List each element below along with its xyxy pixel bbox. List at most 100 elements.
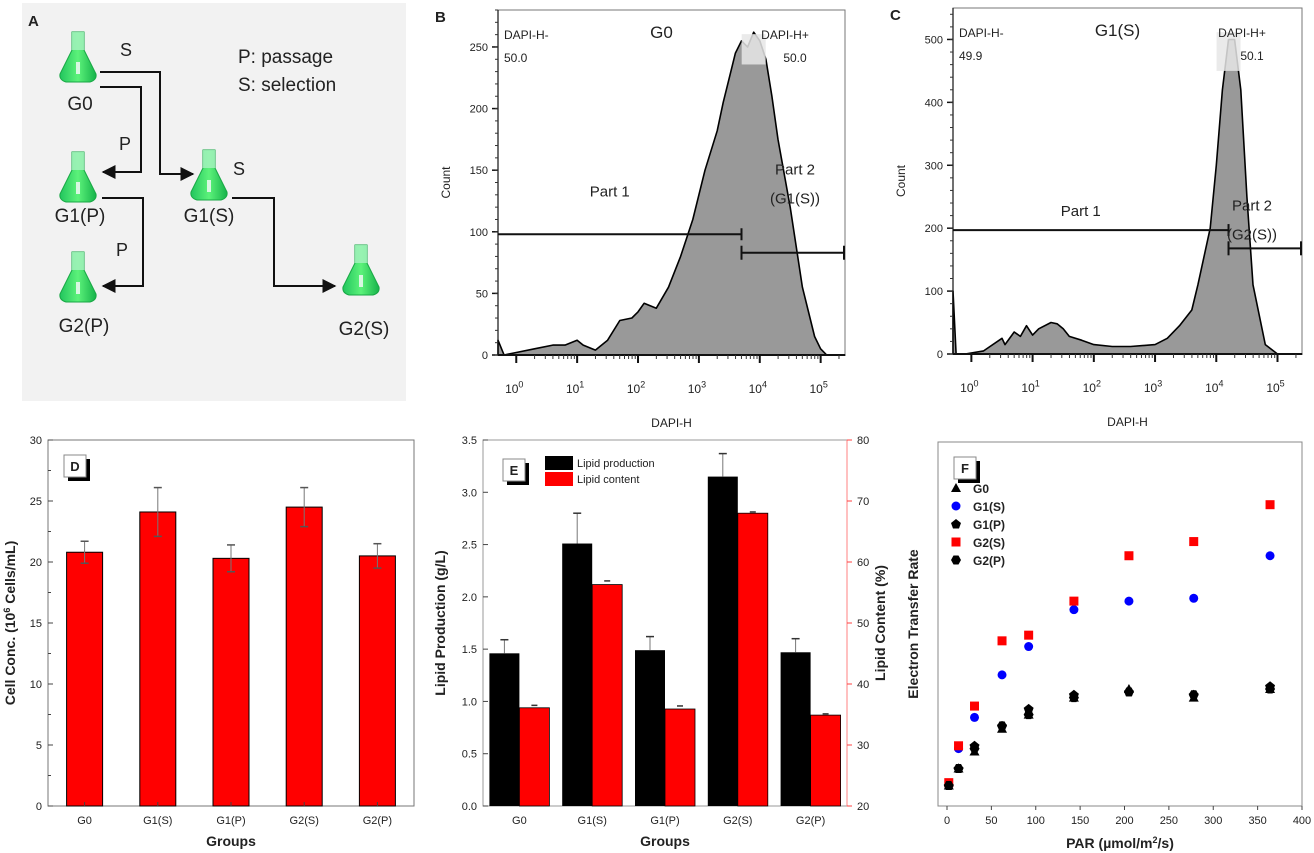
- legend-swatch: [545, 472, 573, 486]
- y-tick-label: 30: [30, 435, 42, 447]
- flask-body: [59, 31, 97, 83]
- part2-sublabel: (G2(S)): [1227, 226, 1277, 243]
- x-tick-label: G1(P): [216, 815, 245, 827]
- data-point: [1069, 605, 1079, 615]
- panel-letter: F: [961, 461, 969, 476]
- panel-letter: C: [890, 7, 901, 24]
- gate-left-label: DAPI-H-: [504, 28, 549, 42]
- data-point: [1265, 684, 1276, 694]
- x-tick-label: G2(S): [290, 815, 319, 827]
- panel-letter: E: [510, 463, 519, 478]
- bar-lipid-production: [562, 543, 593, 806]
- x-tick-label: 100: [960, 379, 978, 395]
- y2-tick-label: 60: [857, 557, 869, 569]
- legend-label: G1(S): [973, 500, 1005, 514]
- peak-highlight: [741, 34, 766, 65]
- x-tick-label: G0: [512, 815, 527, 827]
- x-tick-label: 400: [1293, 815, 1311, 827]
- data-point: [1189, 593, 1199, 603]
- flask-label: G1(P): [55, 206, 106, 227]
- x-tick-label: G0: [77, 815, 92, 827]
- data-point: [969, 744, 980, 754]
- data-point: [1124, 596, 1134, 606]
- data-point: [1024, 642, 1034, 652]
- data-point: [1023, 710, 1034, 720]
- x-tick-label: 200: [1115, 815, 1133, 827]
- bar-lipid-content: [810, 714, 841, 807]
- y2-tick-label: 30: [857, 740, 869, 752]
- data-point: [953, 763, 964, 773]
- panel-e-bar-chart: 0.0 0.5 1.0 1.5 2.0 2.5 3.0 3.5 20 30 40 50 60 70 80 G0…: [432, 435, 888, 849]
- bar: [66, 551, 104, 807]
- legend-selection: S: selection: [238, 75, 336, 96]
- data-point: [1189, 537, 1199, 547]
- x-tick-label: 102: [627, 380, 645, 396]
- legend-label: G2(P): [973, 554, 1005, 568]
- panel-d-bar-chart: 0 5 10 15 20 25 30 G0 G1(S) G1(P) G2(S) G2(P) Groups…: [2, 435, 415, 849]
- x-tick-label: 101: [566, 380, 584, 396]
- gate-right-value: 50.0: [783, 51, 807, 65]
- y2-tick-label: 20: [857, 801, 869, 813]
- data-point: [1188, 690, 1199, 700]
- y2-tick-label: 40: [857, 679, 869, 691]
- edge-label-s: S: [120, 40, 132, 60]
- x-tick-label: 105: [1266, 379, 1284, 395]
- panel-a-diagram: A P: passage S: selection G0 G1(P) G1(S) G2…: [22, 3, 406, 401]
- legend-passage: P: passage: [238, 47, 333, 68]
- x-axis-label: PAR (µmol/m2/s): [1066, 835, 1174, 851]
- legend-label: G2(S): [973, 536, 1005, 550]
- part2-sublabel: (G1(S)): [770, 191, 820, 208]
- panel-letter: B: [435, 9, 446, 26]
- y-tick-label: 3.5: [462, 435, 477, 447]
- y2-axis-label: Lipid Content (%): [872, 565, 888, 681]
- histogram-title: G0: [650, 23, 673, 42]
- flask-icon: [342, 244, 380, 296]
- x-tick-label: 103: [1144, 379, 1162, 395]
- x-axis-label: Groups: [206, 833, 256, 849]
- bar-lipid-content: [519, 707, 550, 807]
- part2-label: Part 2: [1232, 197, 1272, 214]
- legend-label: Lipid production: [577, 458, 655, 470]
- data-point: [943, 780, 954, 790]
- x-tick-label: 300: [1204, 815, 1222, 827]
- edge-label-s: S: [233, 159, 245, 179]
- legend-label: G0: [973, 482, 989, 496]
- legend-swatch: [545, 456, 573, 470]
- arrow-g1p-to-g2p: [101, 197, 144, 293]
- data-point: [970, 701, 980, 711]
- y-tick-label: 5: [36, 740, 42, 752]
- bar-lipid-content: [664, 708, 696, 807]
- histogram-area: [497, 31, 846, 356]
- x-tick-label: 105: [809, 380, 827, 396]
- data-point: [1265, 500, 1275, 510]
- y-tick-label: 25: [30, 496, 42, 508]
- bar-lipid-content: [591, 584, 623, 807]
- panel-c-histogram: C 0 100 200 300 400 500 100 101 102 103 104 105 DAPI-…: [890, 7, 1303, 429]
- peak-highlight: [1216, 32, 1241, 71]
- legend-label: Lipid content: [577, 474, 639, 486]
- y-tick-label: 300: [925, 160, 943, 172]
- y-tick-label: 250: [470, 42, 488, 54]
- y2-tick-label: 70: [857, 496, 869, 508]
- x-tick-label: 100: [1027, 815, 1045, 827]
- y-tick-label: 400: [925, 97, 943, 109]
- part1-label: Part 1: [1061, 203, 1101, 220]
- legend-marker: [951, 519, 961, 529]
- x-tick-label: G1(P): [650, 815, 679, 827]
- data-point: [954, 741, 964, 751]
- legend-label: G1(P): [973, 518, 1005, 532]
- flask-icon: [59, 31, 97, 83]
- data-point: [1265, 551, 1275, 561]
- bar-lipid-production: [780, 652, 811, 806]
- y-tick-label: 50: [476, 288, 488, 300]
- x-axis-label: Groups: [640, 833, 690, 849]
- flask-label: G1(S): [184, 206, 235, 227]
- flask-neck: [355, 245, 367, 263]
- badge-box: [953, 456, 977, 480]
- flask-highlight: [76, 62, 80, 74]
- y-tick-label: 100: [470, 227, 488, 239]
- x-tick-label: 100: [505, 380, 523, 396]
- y-axis-label: Count: [439, 166, 453, 199]
- y2-tick-label: 80: [857, 435, 869, 447]
